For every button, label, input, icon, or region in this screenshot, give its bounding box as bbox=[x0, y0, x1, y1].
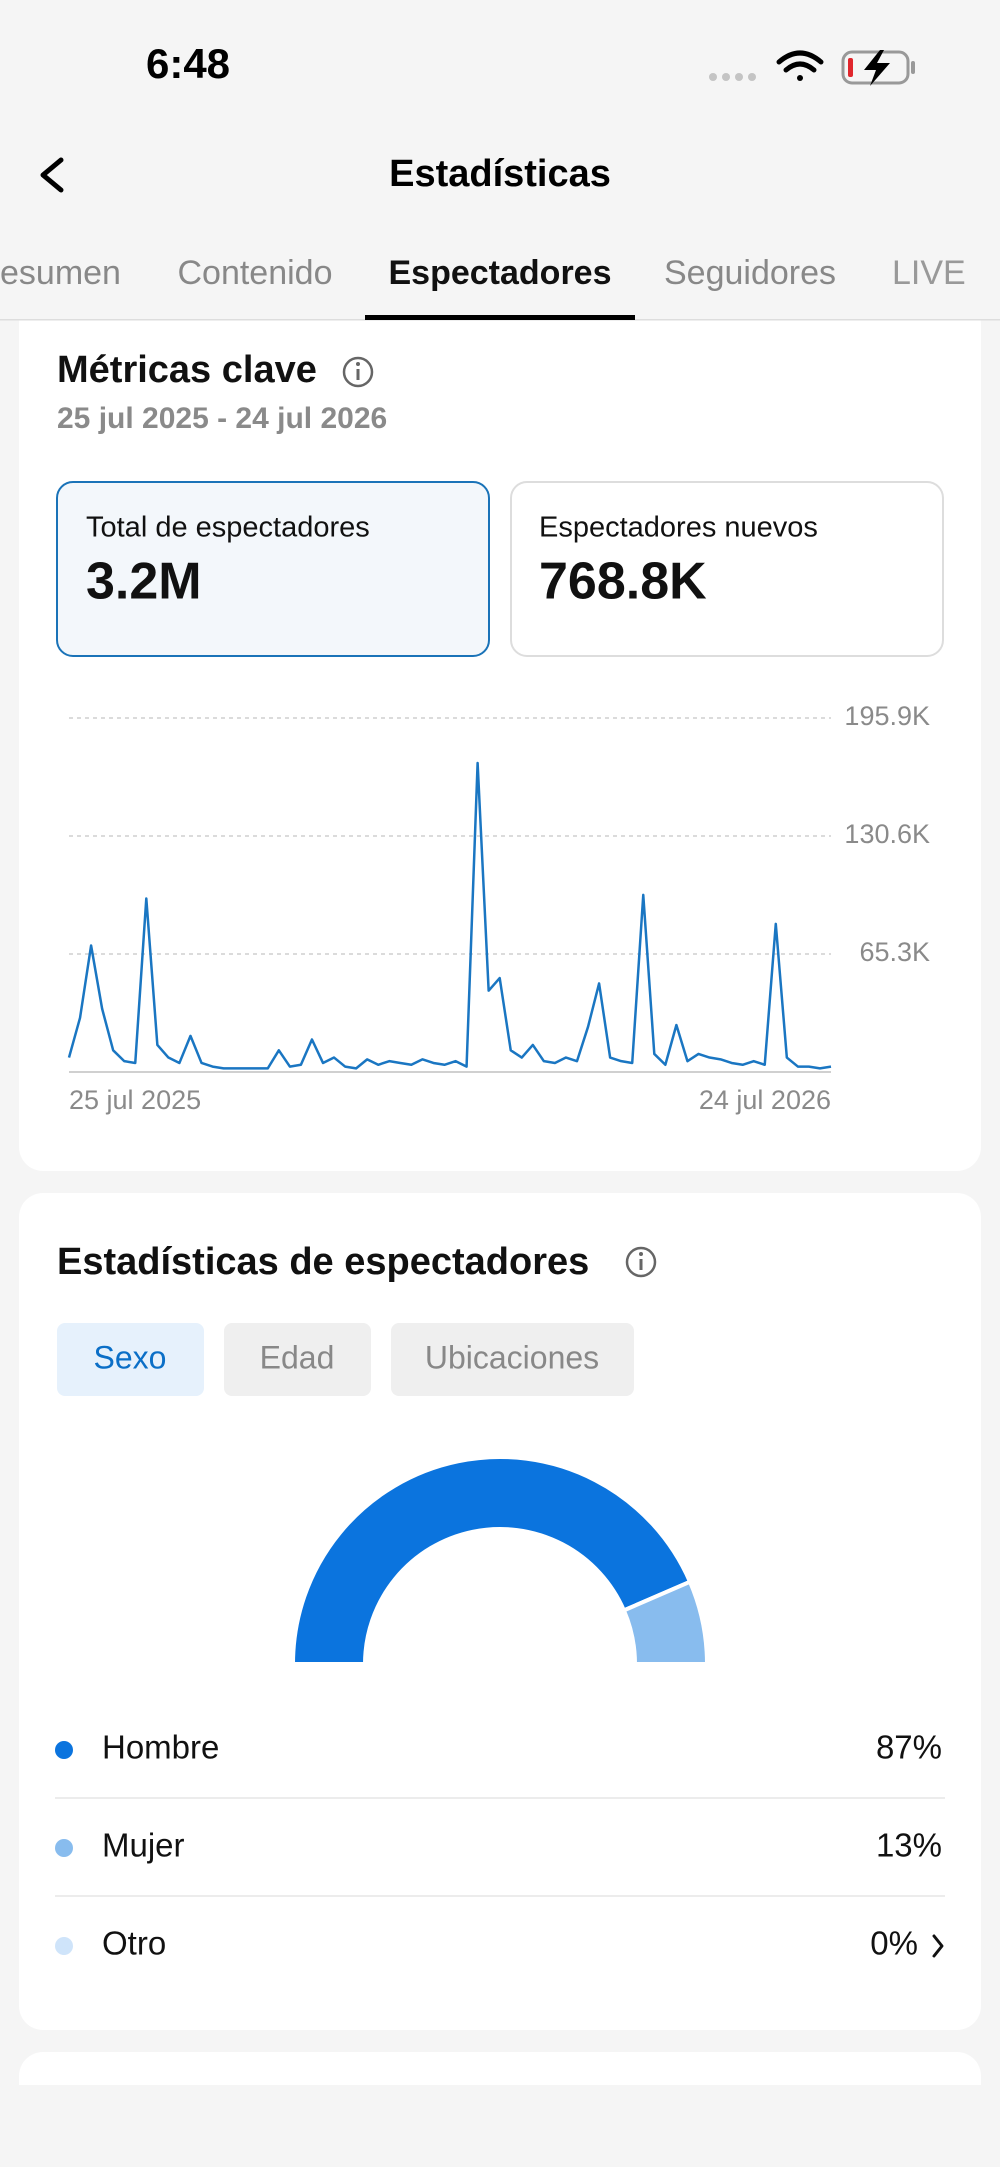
x-tick-label: 25 jul 2025 bbox=[69, 1085, 201, 1115]
signal-dots bbox=[709, 73, 756, 81]
filter-label: Ubicaciones bbox=[425, 1339, 599, 1375]
filter-chip[interactable] bbox=[391, 1323, 634, 1396]
line-series bbox=[67, 761, 832, 1070]
wifi-icon bbox=[776, 50, 824, 81]
donut-segment bbox=[621, 1579, 710, 1666]
y-tick-label: 130.6K bbox=[844, 819, 930, 849]
metric-card-selected[interactable] bbox=[56, 481, 490, 657]
legend-value: 0% bbox=[870, 1925, 918, 1962]
audience-card bbox=[19, 1193, 981, 2030]
donut-segment bbox=[290, 1455, 693, 1666]
tab[interactable]: Contenido bbox=[177, 254, 332, 292]
bottom-area bbox=[0, 2085, 1000, 2167]
tab[interactable]: esumen bbox=[0, 254, 121, 292]
section-title: Métricas clave bbox=[57, 349, 317, 391]
line-chart: 65.3K 130.6K 195.9K 25 jul 2025 24 jul 2026 bbox=[67, 701, 930, 1115]
legend-value: 13% bbox=[876, 1827, 942, 1864]
legend-label: Otro bbox=[102, 1925, 166, 1962]
info-icon[interactable] bbox=[342, 356, 374, 388]
x-tick-label: 24 jul 2026 bbox=[699, 1085, 831, 1115]
header-title: Estadísticas bbox=[389, 153, 611, 195]
tab[interactable]: Seguidores bbox=[664, 254, 836, 292]
metric-card[interactable] bbox=[510, 481, 944, 657]
filter-label: Edad bbox=[260, 1339, 335, 1375]
donut-chart: Hombre 87% Mujer 13% Otro 0% bbox=[55, 1455, 945, 1962]
tab-active[interactable]: Espectadores bbox=[389, 254, 612, 292]
metric-value: 768.8K bbox=[539, 553, 707, 611]
filter-chip-active[interactable] bbox=[57, 1323, 204, 1396]
legend-dot bbox=[55, 1839, 73, 1857]
legend-dot bbox=[55, 1937, 73, 1955]
filter-chip[interactable] bbox=[224, 1323, 371, 1396]
row-chevron bbox=[932, 1934, 944, 1958]
info-icon[interactable] bbox=[625, 1246, 657, 1278]
tab[interactable]: LIVE bbox=[892, 254, 966, 292]
y-tick-label: 65.3K bbox=[859, 937, 930, 967]
legend-label: Mujer bbox=[102, 1827, 185, 1864]
filter-label: Sexo bbox=[94, 1339, 167, 1375]
tab-indicator bbox=[365, 315, 635, 320]
metric-label: Espectadores nuevos bbox=[539, 512, 818, 544]
legend-value: 87% bbox=[876, 1729, 942, 1766]
date-range: 25 jul 2025 - 24 jul 2026 bbox=[57, 402, 387, 435]
back-button[interactable] bbox=[40, 157, 64, 193]
battery-icon bbox=[841, 50, 915, 86]
metric-label: Total de espectadores bbox=[86, 512, 370, 544]
legend-dot bbox=[55, 1741, 73, 1759]
top-bar bbox=[0, 0, 1000, 320]
y-tick-label: 195.9K bbox=[844, 701, 930, 731]
legend-label: Hombre bbox=[102, 1729, 219, 1766]
status-time: 6:48 bbox=[146, 40, 230, 87]
metric-value: 3.2M bbox=[86, 553, 202, 611]
section-title: Estadísticas de espectadores bbox=[57, 1241, 589, 1283]
